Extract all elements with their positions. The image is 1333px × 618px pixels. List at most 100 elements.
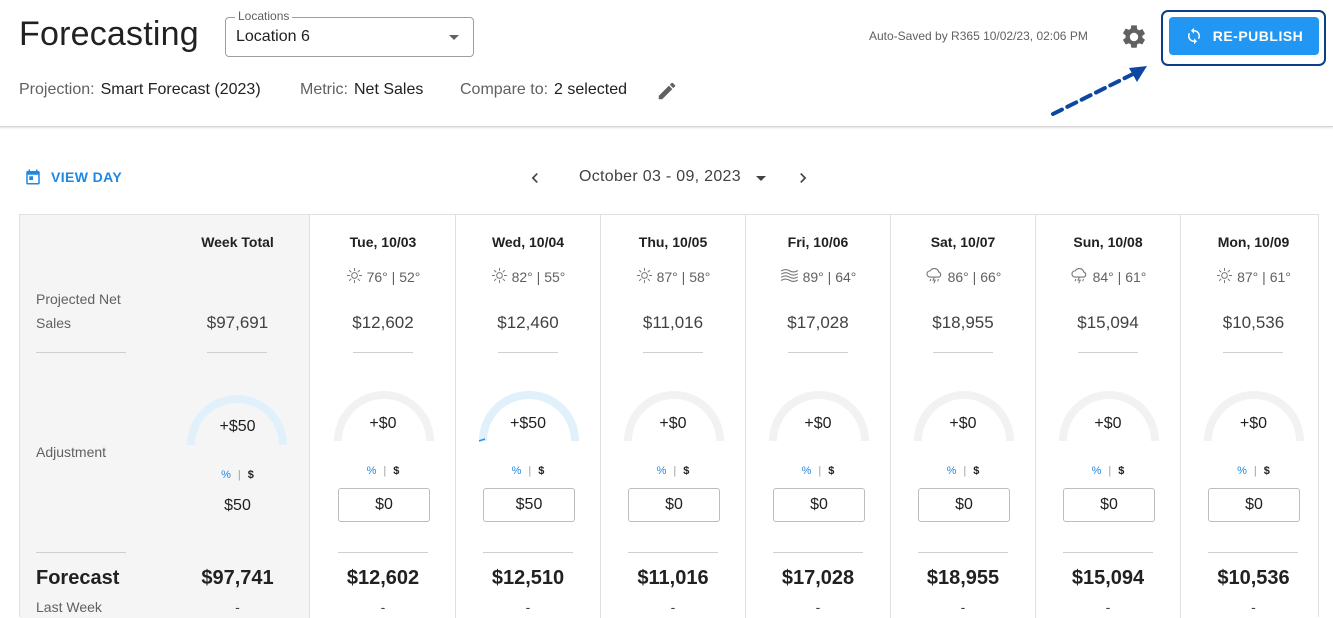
unit-toggle[interactable]: % | $ bbox=[891, 465, 1035, 477]
weather-temps: 76° | 52° bbox=[366, 269, 421, 285]
forecast-value: $15,094 bbox=[1071, 567, 1145, 589]
unit-toggle[interactable]: % | $ bbox=[1181, 465, 1326, 477]
sun-icon bbox=[346, 267, 367, 287]
sun-icon bbox=[491, 267, 512, 287]
toggle-separator: | bbox=[818, 465, 822, 477]
divider bbox=[498, 352, 558, 353]
day-header: Sat, 10/07 bbox=[930, 234, 996, 250]
projected-net-sales: $12,602 bbox=[352, 313, 414, 332]
last-week-value: - bbox=[380, 599, 386, 615]
unit-toggle[interactable]: % | $ bbox=[1036, 465, 1180, 477]
day-column: Fri, 10/06 89° | 64° $17,028 +$0% | $ $0 $17,02… bbox=[746, 215, 891, 618]
dollar-toggle[interactable]: $ bbox=[1118, 465, 1125, 477]
week-total-gauge-value: +$50 bbox=[219, 418, 256, 435]
percent-toggle[interactable]: % bbox=[221, 469, 231, 481]
republish-label: RE-PUBLISH bbox=[1212, 28, 1304, 44]
percent-toggle[interactable]: % bbox=[656, 465, 667, 477]
dollar-toggle[interactable]: $ bbox=[973, 465, 980, 477]
gauge-value: +$0 bbox=[659, 415, 687, 432]
day-column: Wed, 10/04 82° | 55° $12,460 +$50% | $ $50 $12,… bbox=[456, 215, 601, 618]
week-total-panel: Projected Net Sales Adjustment Forecast … bbox=[20, 215, 310, 618]
adjustment-input[interactable]: $0 bbox=[773, 488, 865, 522]
divider bbox=[338, 552, 428, 553]
last-week-value: - bbox=[525, 599, 531, 615]
divider bbox=[918, 552, 1008, 553]
date-caret-down-icon[interactable] bbox=[756, 176, 766, 181]
weather-forecast: 89° | 64° bbox=[746, 267, 890, 287]
autosave-status: Auto-Saved by R365 10/02/23, 02:06 PM bbox=[869, 29, 1088, 43]
divider bbox=[1078, 352, 1138, 353]
date-range-select[interactable]: October 03 - 09, 2023 bbox=[579, 168, 741, 185]
adjustment-input[interactable]: $0 bbox=[628, 488, 720, 522]
chevron-left-icon[interactable] bbox=[525, 168, 545, 188]
dollar-toggle[interactable]: $ bbox=[247, 469, 254, 481]
dollar-toggle[interactable]: $ bbox=[683, 465, 690, 477]
locations-select[interactable]: Locations Location 6 bbox=[225, 9, 474, 57]
adjustment-input[interactable]: $0 bbox=[1063, 488, 1155, 522]
adjustment-input[interactable]: $0 bbox=[338, 488, 430, 522]
toggle-separator: | bbox=[383, 465, 387, 477]
day-header: Tue, 10/03 bbox=[349, 234, 417, 250]
dollar-toggle[interactable]: $ bbox=[538, 465, 545, 477]
caret-down-icon bbox=[449, 35, 459, 40]
weather-forecast: 76° | 52° bbox=[311, 267, 455, 287]
projected-row-label: Projected Net Sales bbox=[36, 291, 121, 331]
forecast-value: $12,510 bbox=[491, 567, 565, 589]
compare-info: Compare to: 2 selected bbox=[460, 81, 627, 99]
divider bbox=[1223, 352, 1283, 353]
percent-toggle[interactable]: % bbox=[801, 465, 812, 477]
dollar-toggle[interactable]: $ bbox=[828, 465, 835, 477]
unit-toggle[interactable]: % | $ bbox=[746, 465, 890, 477]
projected-net-sales: $17,028 bbox=[787, 313, 849, 332]
dollar-toggle[interactable]: $ bbox=[1263, 465, 1270, 477]
day-header: Sun, 10/08 bbox=[1073, 234, 1143, 250]
view-day-button[interactable]: VIEW DAY bbox=[24, 168, 122, 186]
toggle-separator: | bbox=[1108, 465, 1112, 477]
divider bbox=[353, 352, 413, 353]
projected-net-sales: $12,460 bbox=[497, 313, 559, 332]
sun-icon bbox=[636, 267, 657, 287]
gauge-value: +$50 bbox=[509, 415, 547, 432]
gear-icon[interactable] bbox=[1120, 23, 1148, 51]
projected-net-sales: $15,094 bbox=[1077, 313, 1139, 332]
last-week-value: - bbox=[960, 599, 966, 615]
forecast-grid: Projected Net Sales Adjustment Forecast … bbox=[19, 214, 1319, 618]
dollar-toggle[interactable]: $ bbox=[393, 465, 400, 477]
day-column: Sun, 10/08 84° | 61° $15,094 +$0% | $ $0 $15,09… bbox=[1036, 215, 1181, 618]
edit-pencil-icon[interactable] bbox=[656, 80, 678, 102]
percent-toggle[interactable]: % bbox=[511, 465, 522, 477]
toggle-separator: | bbox=[1253, 465, 1257, 477]
week-total-unit-toggle[interactable]: % | $ bbox=[175, 469, 300, 481]
percent-toggle[interactable]: % bbox=[946, 465, 957, 477]
unit-toggle[interactable]: % | $ bbox=[311, 465, 455, 477]
adjustment-row-label: Adjustment bbox=[36, 444, 107, 460]
gauge-value: +$0 bbox=[949, 415, 977, 432]
divider bbox=[483, 552, 573, 553]
week-total-header: Week Total bbox=[201, 234, 274, 250]
adjustment-input[interactable]: $0 bbox=[1208, 488, 1300, 522]
weather-temps: 89° | 64° bbox=[802, 269, 857, 285]
unit-toggle[interactable]: % | $ bbox=[456, 465, 600, 477]
unit-toggle[interactable]: % | $ bbox=[601, 465, 745, 477]
page-header: Forecasting Locations Location 6 Project… bbox=[0, 0, 1333, 127]
last-week-value: - bbox=[1251, 599, 1256, 615]
forecast-value: $11,016 bbox=[637, 567, 709, 589]
percent-toggle[interactable]: % bbox=[366, 465, 377, 477]
percent-toggle[interactable]: % bbox=[1091, 465, 1102, 477]
adjustment-gauge bbox=[1059, 391, 1159, 442]
republish-button[interactable]: RE-PUBLISH bbox=[1169, 17, 1319, 55]
day-column: Mon, 10/09 87° | 61° $10,536 +$0% | $ $0 $10,53… bbox=[1181, 215, 1326, 618]
adjustment-gauge bbox=[334, 391, 434, 442]
adjustment-input[interactable]: $0 bbox=[918, 488, 1010, 522]
view-day-label: VIEW DAY bbox=[51, 169, 123, 185]
weather-forecast: 86° | 66° bbox=[891, 267, 1035, 287]
adjustment-gauge bbox=[769, 391, 869, 442]
compare-label: Compare to: bbox=[460, 81, 549, 98]
storm-cloud-icon bbox=[925, 267, 948, 287]
divider bbox=[36, 552, 126, 553]
chevron-right-icon[interactable] bbox=[793, 168, 813, 188]
percent-toggle[interactable]: % bbox=[1237, 465, 1247, 477]
divider bbox=[628, 552, 718, 553]
storm-cloud-icon bbox=[1070, 267, 1093, 287]
adjustment-input[interactable]: $50 bbox=[483, 488, 575, 522]
